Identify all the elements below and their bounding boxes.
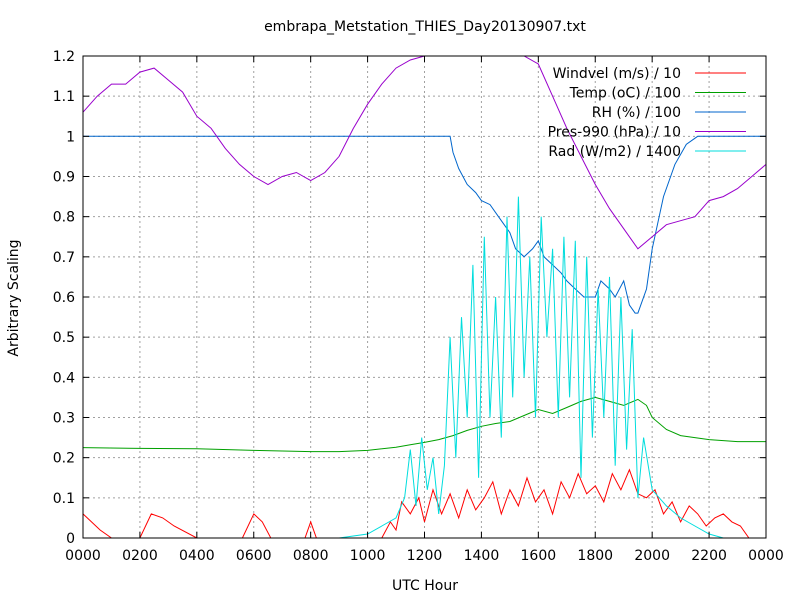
legend-label-0: Windvel (m/s) / 10: [553, 66, 681, 82]
legend: Windvel (m/s) / 10 Temp (oC) / 100 RH (%) …: [548, 66, 746, 160]
y-tick-label: 0.8: [53, 210, 75, 226]
chart-title: embrapa_Metstation_THIES_Day20130907.txt: [264, 19, 586, 35]
x-tick-label: 2000: [634, 548, 670, 564]
y-tick-label: 1.1: [53, 89, 75, 105]
x-axis-label: UTC Hour: [392, 578, 458, 594]
y-tick-label: 1: [66, 129, 75, 145]
y-tick-label: 0.9: [53, 170, 75, 186]
y-tick-label: 0.7: [53, 250, 75, 266]
x-tick-label: 0800: [293, 548, 329, 564]
x-tick-label: 1800: [577, 548, 613, 564]
y-axis-label: Arbitrary Scaling: [6, 239, 22, 356]
legend-label-3: Pres-990 (hPa) / 10: [548, 125, 681, 141]
y-tick-label: 0.4: [53, 370, 75, 386]
legend-label-1: Temp (oC) / 100: [569, 86, 681, 102]
series-line-2: [83, 135, 766, 314]
series-line-4: [83, 196, 766, 539]
y-tick-label: 0.3: [53, 411, 75, 427]
x-tick-label: 1400: [464, 548, 500, 564]
x-tick-label: 1600: [521, 548, 557, 564]
x-tick-label: 1000: [350, 548, 386, 564]
x-tick-label: 0400: [179, 548, 215, 564]
x-tick-label: 0600: [236, 548, 272, 564]
y-tick-label: 0: [66, 531, 75, 547]
x-tick-label: 2200: [691, 548, 727, 564]
y-tick-label: 0.2: [53, 451, 75, 467]
y-tick-label: 0.1: [53, 491, 75, 507]
x-tick-label: 0000: [65, 548, 101, 564]
y-tick-label: 1.2: [53, 49, 75, 65]
legend-label-4: Rad (W/m2) / 1400: [548, 144, 681, 160]
y-tick-label: 0.5: [53, 330, 75, 346]
ticks: 0000 0200 0400 0600 0800 1000 1200 1400 1600 1800…: [53, 49, 784, 564]
x-tick-label: 1200: [407, 548, 443, 564]
series-line-1: [82, 396, 766, 453]
x-tick-label: 0200: [122, 548, 158, 564]
y-tick-label: 0.6: [53, 290, 75, 306]
legend-label-2: RH (%) / 100: [592, 105, 681, 121]
x-tick-label: 0000: [748, 548, 784, 564]
